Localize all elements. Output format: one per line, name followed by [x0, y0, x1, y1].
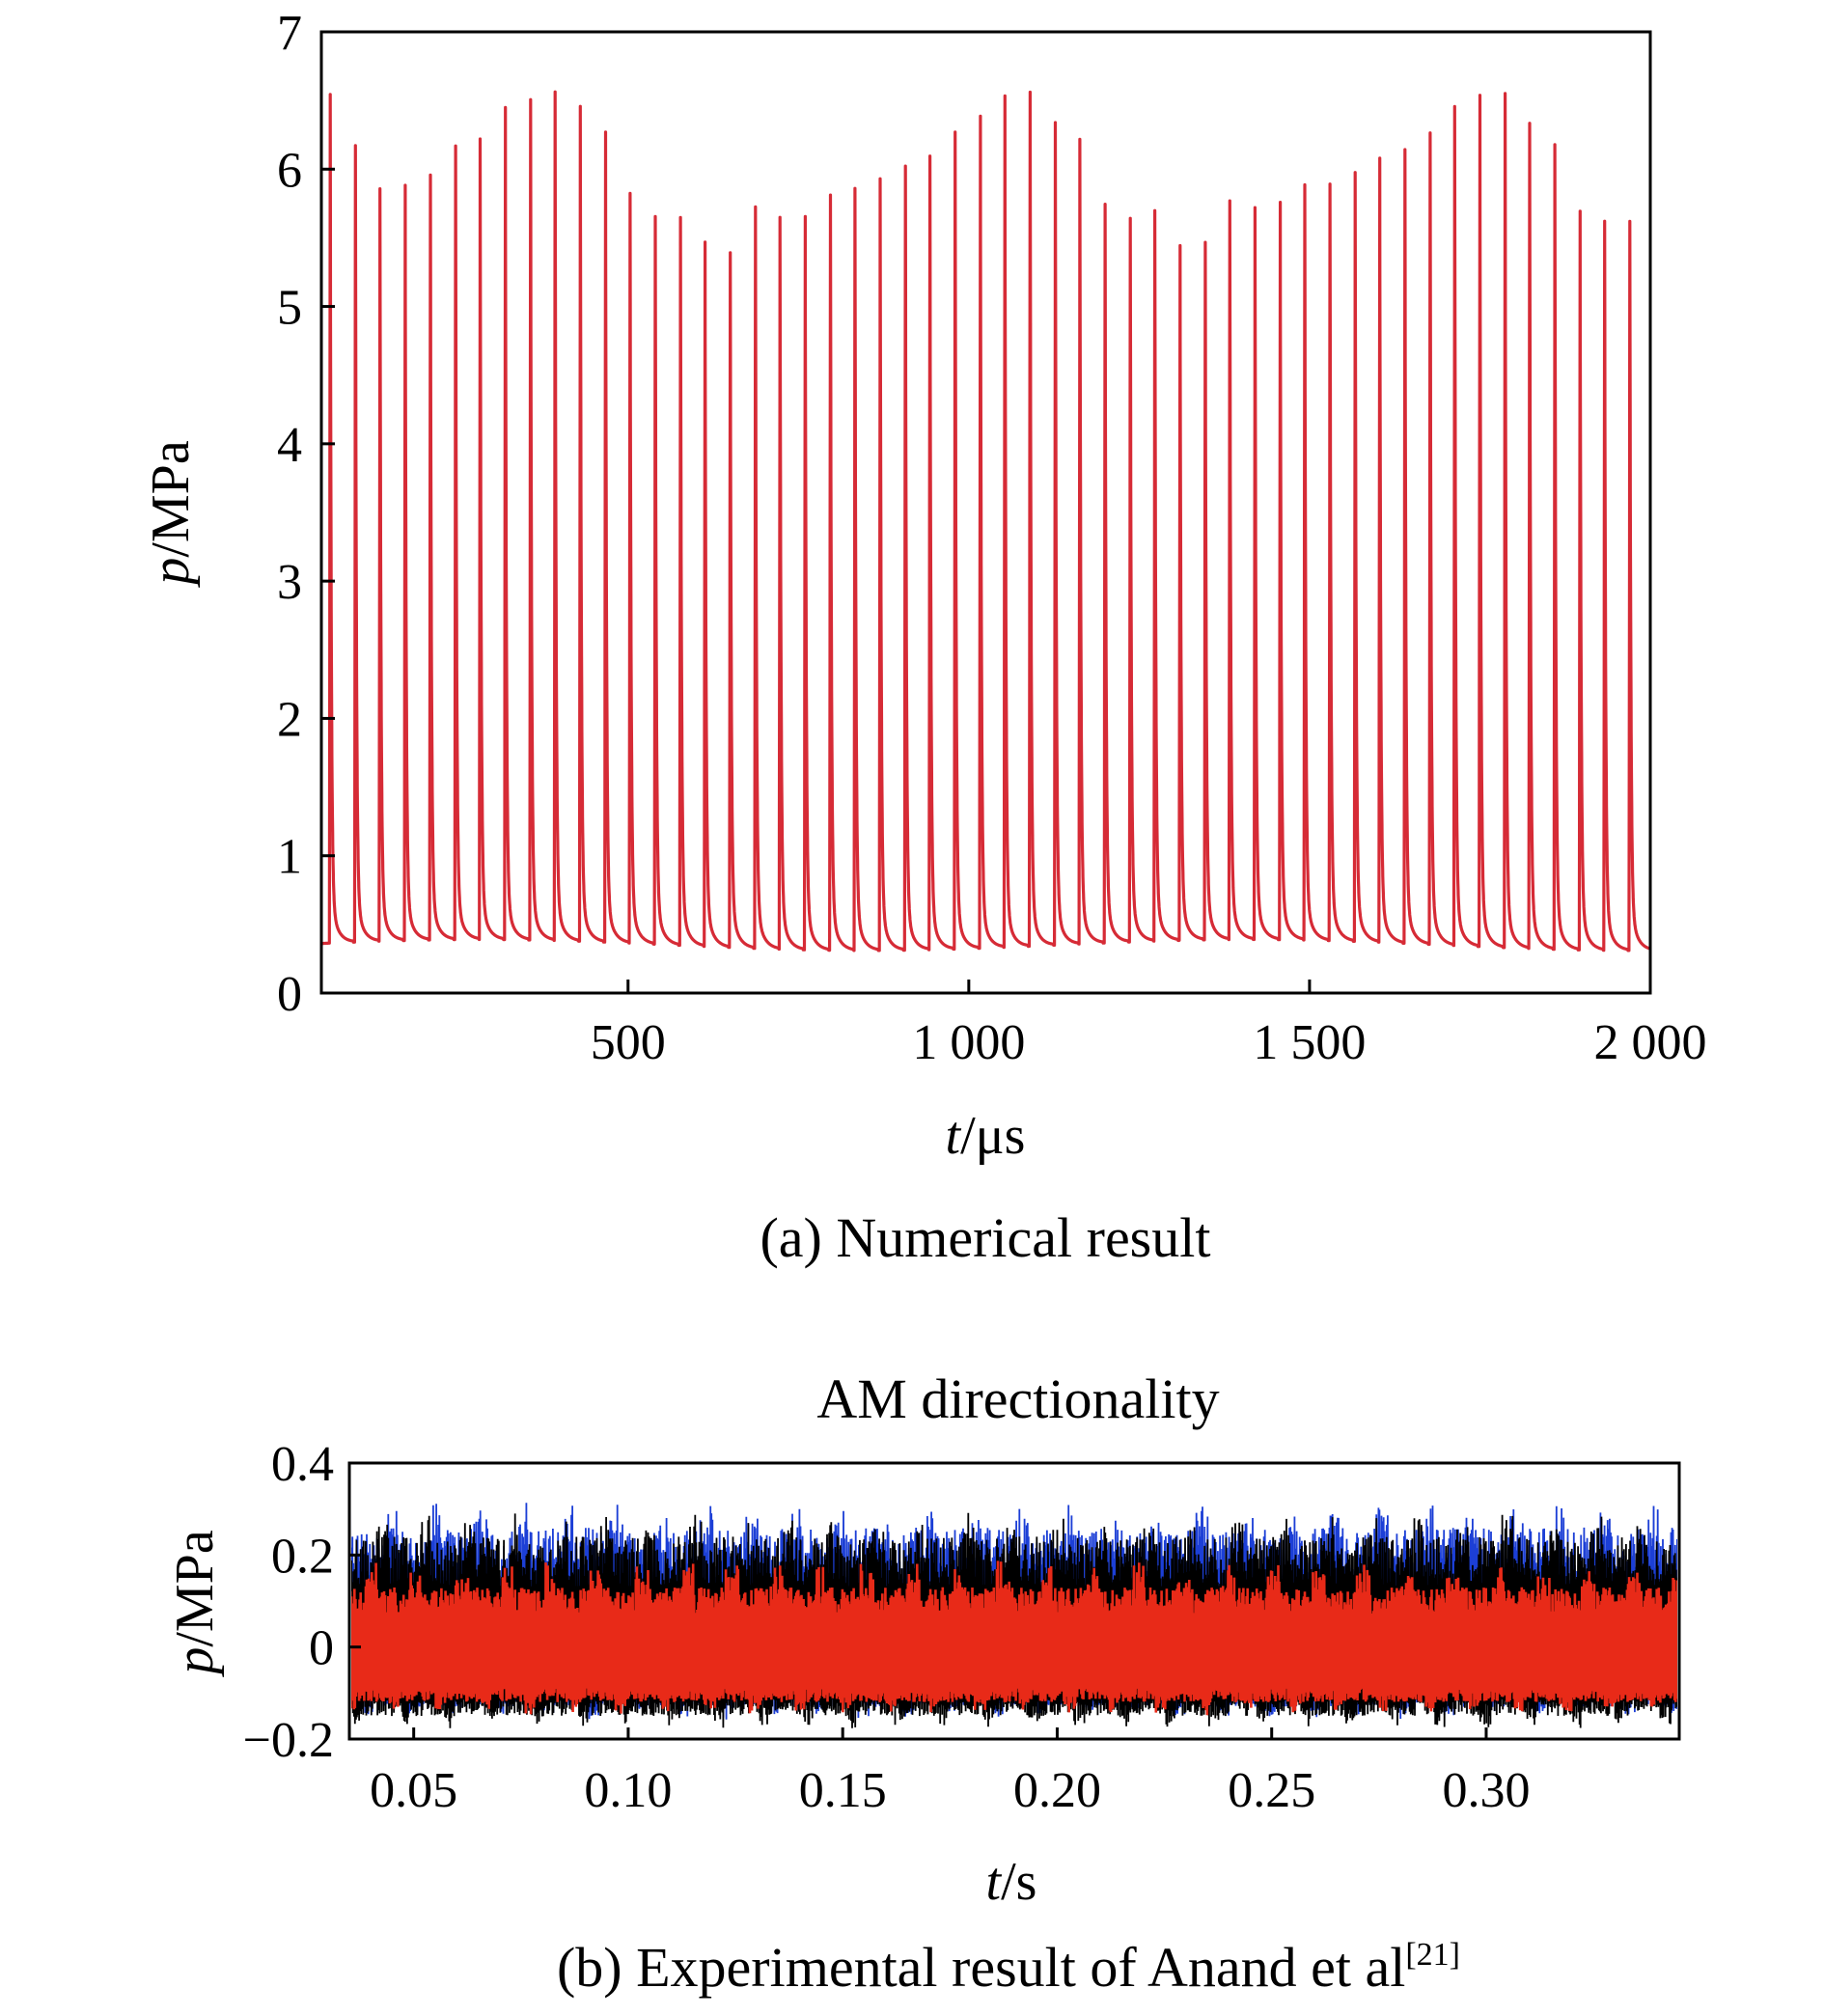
chart-a-caption: (a) Numerical result	[760, 1206, 1210, 1269]
chart-b-plot-frame	[347, 1461, 1681, 1741]
chart-b-y-tick-label: 0	[309, 1621, 334, 1676]
chart-b-y-tick-label: 0.2	[271, 1529, 334, 1584]
chart-a-pressure-line	[320, 90, 1651, 953]
chart-b-x-tick-label: 0.10	[584, 1763, 672, 1818]
chart-a-y-variable: p	[141, 558, 201, 589]
chart-b-x-variable: t	[986, 1852, 1003, 1912]
chart-b-y-tick-label: −0.2	[243, 1713, 334, 1768]
chart-a-x-tick-label: 500	[591, 1015, 666, 1070]
chart-b-caption-text: (b) Experimental result of Anand et al	[557, 1936, 1405, 1999]
chart-a-x-variable: t	[946, 1106, 962, 1166]
chart-b-x-tick-label: 0.05	[370, 1763, 457, 1818]
chart-a-y-tick-label: 0	[277, 967, 302, 1022]
chart-a-y-tick-label: 1	[277, 830, 302, 885]
chart-a-series	[320, 90, 1651, 953]
chart-b-x-ticks: 0.05 0.10 0.15 0.20 0.25 0.30	[370, 1727, 1530, 1818]
chart-a-y-tick-label: 2	[277, 692, 302, 747]
chart-a-x-tick-label: 1 000	[912, 1015, 1025, 1070]
chart-a-y-tick-label: 3	[277, 555, 302, 610]
chart-b-caption-reference: [21]	[1405, 1937, 1460, 1973]
chart-a: 0 1 2 3 4 5 6 7 500 1 000 1 500 2 000 t/μs p/MPa (…	[141, 6, 1707, 1269]
chart-a-x-axis-label: t/μs	[946, 1106, 1026, 1166]
chart-a-y-tick-label: 5	[277, 281, 302, 336]
chart-b-series	[351, 1503, 1677, 1728]
chart-b-x-tick-label: 0.15	[799, 1763, 887, 1818]
chart-a-y-tick-label: 7	[277, 6, 302, 61]
chart-b-x-tick-label: 0.25	[1228, 1763, 1315, 1818]
chart-a-y-axis-label: p/MPa	[141, 440, 201, 588]
chart-a-x-unit: /μs	[960, 1106, 1025, 1166]
chart-b-x-axis-label: t/s	[986, 1852, 1037, 1912]
chart-a-y-unit: /MPa	[141, 440, 201, 557]
chart-a-plot-frame	[319, 30, 1652, 995]
chart-a-y-tick-label: 6	[277, 143, 302, 198]
chart-a-y-tick-label: 4	[277, 418, 302, 473]
chart-b-y-tick-label: 0.4	[271, 1437, 334, 1492]
chart-b-x-tick-label: 0.20	[1013, 1763, 1101, 1818]
chart-b: AM directionality −0.200.20.4 0.05 0.10 0.…	[165, 1367, 1681, 1999]
chart-b-y-variable: p	[165, 1647, 225, 1678]
chart-b-y-ticks: −0.2 0 0.2 0.4	[243, 1437, 361, 1768]
chart-b-title: AM directionality	[816, 1367, 1219, 1430]
chart-b-y-axis-label: p/MPa	[165, 1530, 225, 1677]
chart-a-x-ticks: 500 1 000 1 500 2 000	[591, 980, 1707, 1070]
chart-b-x-tick-label: 0.30	[1442, 1763, 1530, 1818]
chart-a-x-tick-label: 1 500	[1253, 1015, 1366, 1070]
chart-a-x-tick-label: 2 000	[1594, 1015, 1707, 1070]
chart-a-y-ticks: 0 1 2 3 4 5 6 7	[277, 6, 335, 1022]
chart-b-y-unit: /MPa	[165, 1530, 225, 1646]
chart-b-caption: (b) Experimental result of Anand et al[2…	[557, 1936, 1460, 1999]
chart-b-x-unit: /s	[1001, 1852, 1036, 1912]
chart-b-series-red	[351, 1560, 1677, 1716]
